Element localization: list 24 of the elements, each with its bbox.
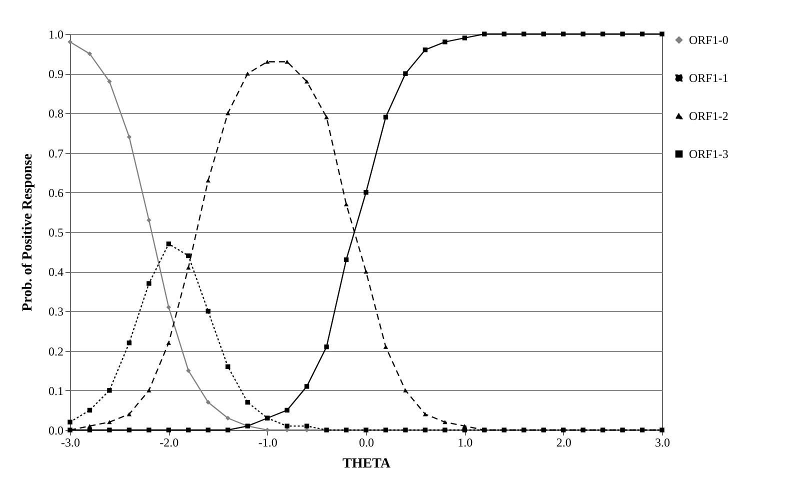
x-tick-label: 2.0 (556, 436, 572, 450)
y-tick-label: 0.4 (48, 265, 64, 280)
x-tick-label: -3.0 (61, 436, 80, 450)
x-tick-label: -1.0 (258, 436, 278, 450)
x-tick-label: 0.0 (359, 436, 374, 450)
y-tick-label: 0.0 (48, 424, 64, 438)
x-tick-label: 1.0 (458, 436, 473, 450)
y-axis-title: Prob. of Positive Response (20, 154, 36, 312)
y-tick-label: 0.8 (48, 106, 64, 121)
legend-label: ORF1-0 (689, 33, 728, 47)
y-tick-label: 0.3 (48, 304, 64, 319)
y-tick-label: 0.2 (48, 344, 64, 358)
x-tick-label: 3.0 (655, 436, 670, 450)
y-tick-label: 0.6 (48, 186, 64, 200)
y-tick-label: 0.1 (48, 384, 64, 398)
y-tick-label: 1.0 (48, 28, 64, 42)
y-tick-label: 0.7 (48, 146, 64, 160)
x-tick-label: -2.0 (160, 436, 179, 450)
legend-label: ORF1-3 (689, 147, 728, 161)
x-axis-title: THETA (342, 456, 392, 472)
y-tick-label: 0.5 (48, 226, 64, 240)
legend-label: ORF1-1 (689, 71, 728, 85)
y-tick-label: 0.9 (48, 67, 64, 82)
legend-label: ORF1-2 (689, 109, 728, 123)
